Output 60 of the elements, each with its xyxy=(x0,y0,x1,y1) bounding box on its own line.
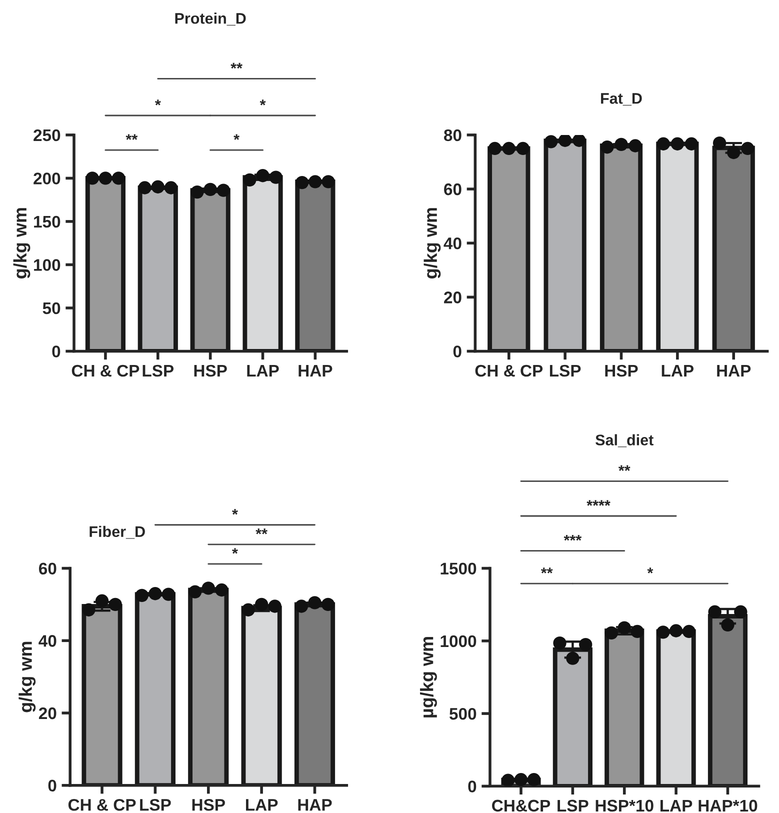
y-tick-label: 150 xyxy=(34,216,60,228)
y-tick-label: 60 xyxy=(444,183,462,196)
y-tick-label: 20 xyxy=(444,292,462,304)
y-tick-label: 40 xyxy=(444,237,462,250)
text: * xyxy=(232,548,238,554)
text: ** xyxy=(618,465,630,471)
x-tick-label: LSP xyxy=(140,798,171,811)
chart-title: Sal_diet xyxy=(596,434,654,448)
x-tick-label: LSP xyxy=(550,364,581,377)
x-tick-label: CH & CP xyxy=(475,364,543,377)
annotation: ** xyxy=(126,134,138,140)
text: ** xyxy=(230,62,242,69)
y-tick-label: 250 xyxy=(34,129,60,142)
x-tick-label: HSP xyxy=(194,364,227,377)
chart-title: Fat_D xyxy=(601,93,642,106)
x-tick-label: LAP xyxy=(247,365,279,376)
y-axis-title: g/kg wm xyxy=(424,208,441,278)
text: ** xyxy=(256,528,268,534)
chart-title: Fiber_D xyxy=(90,526,145,539)
y-tick-label: 80 xyxy=(444,129,462,142)
chart-title: Protein_D xyxy=(175,12,246,26)
y-tick-label: 200 xyxy=(34,172,60,184)
y-tick-label: 1000 xyxy=(440,635,476,648)
x-tick-label: CH & CP xyxy=(72,364,140,377)
text: * xyxy=(232,509,238,515)
x-tick-label: HAP xyxy=(298,365,332,376)
text: **** xyxy=(586,500,610,506)
annotation: * xyxy=(234,134,240,140)
y-axis-title: g/kg wm xyxy=(18,642,36,712)
y-tick-label: 100 xyxy=(34,259,60,271)
text: * xyxy=(260,100,266,106)
x-tick-label: HSP xyxy=(605,364,638,377)
x-tick-label: LAP xyxy=(660,800,692,812)
text: *** xyxy=(564,534,582,541)
y-tick-label: 0 xyxy=(453,346,462,358)
x-tick-label: HAP xyxy=(298,799,332,811)
annotation: * xyxy=(647,568,654,574)
y-tick-label: 60 xyxy=(38,562,56,574)
y-tick-label: 0 xyxy=(48,780,56,792)
x-tick-label: HSP*10 xyxy=(596,800,654,812)
y-tick-label: 40 xyxy=(38,635,56,647)
x-tick-label: HAP xyxy=(717,365,751,376)
y-tick-label: 0 xyxy=(468,780,476,792)
x-tick-label: HAP*10 xyxy=(698,800,758,812)
x-tick-label: HSP xyxy=(192,798,225,811)
y-axis-title: µg/kg wm xyxy=(420,637,437,718)
x-tick-label: LSP xyxy=(558,800,588,812)
y-tick-label: 20 xyxy=(38,707,56,720)
y-tick-label: 500 xyxy=(450,708,476,720)
y-axis-title: g/kg wm xyxy=(13,208,30,278)
x-tick-label: CH & CP xyxy=(68,798,136,811)
y-tick-label: 1500 xyxy=(440,562,476,574)
text: * xyxy=(154,100,161,106)
y-tick-label: 50 xyxy=(42,302,60,314)
x-tick-label: LAP xyxy=(246,799,278,811)
annotation: ** xyxy=(540,568,553,574)
y-tick-label: 0 xyxy=(52,346,60,358)
x-tick-label: CH&CP xyxy=(492,800,550,812)
x-tick-label: LAP xyxy=(662,365,694,376)
x-tick-label: LSP xyxy=(142,364,174,377)
